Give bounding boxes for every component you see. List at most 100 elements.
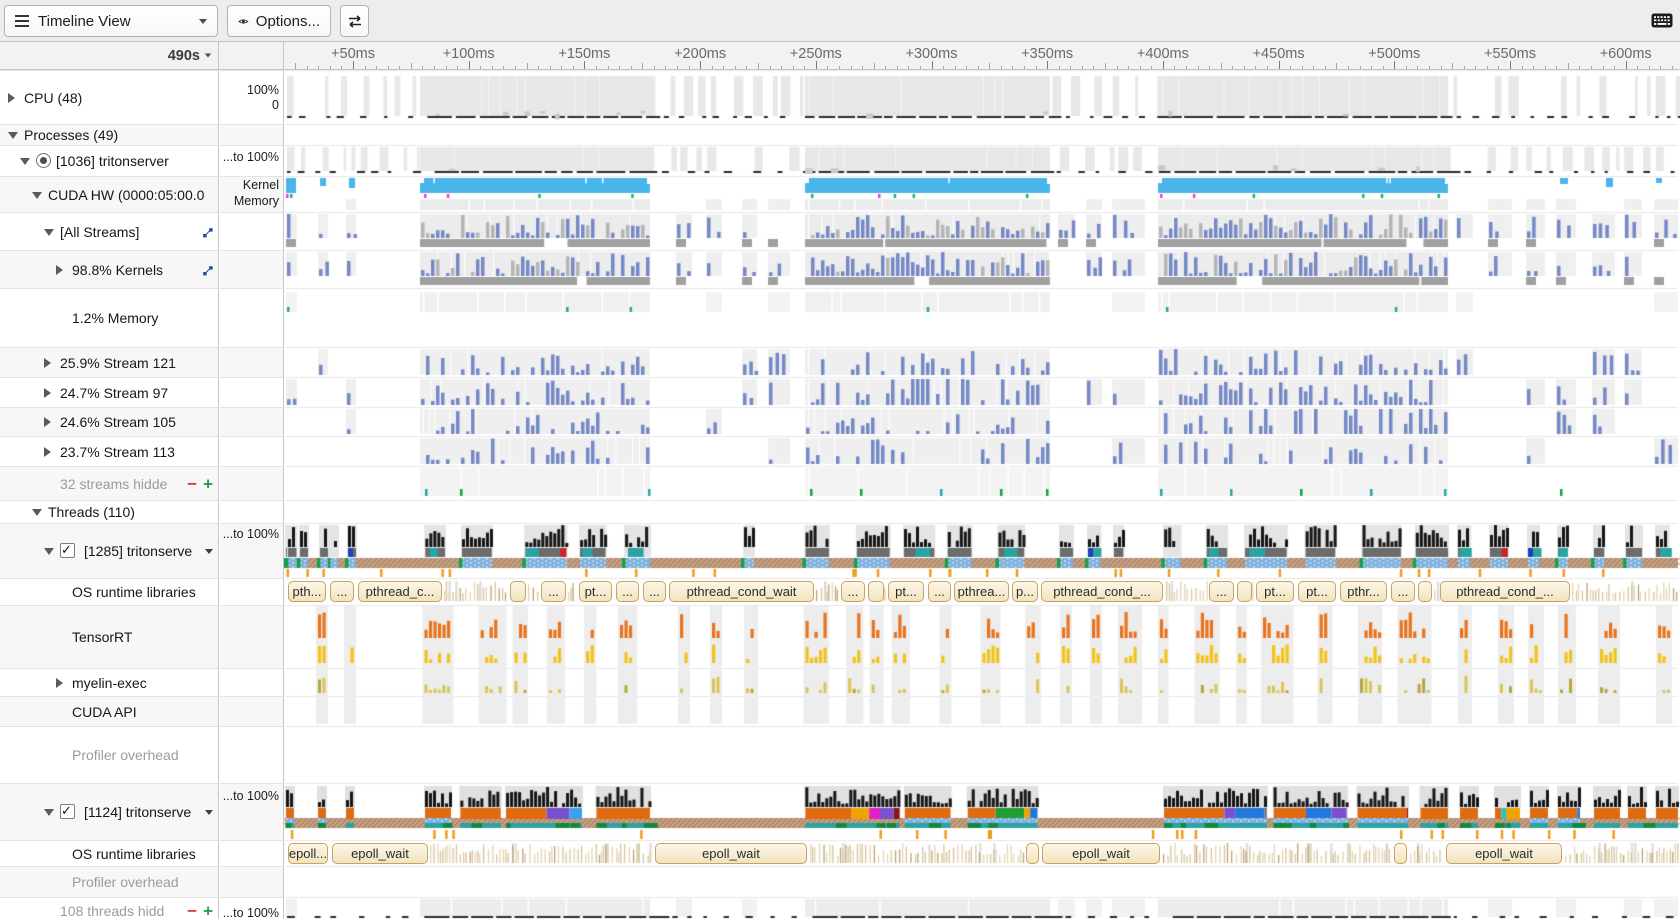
- os-event-block[interactable]: [510, 581, 526, 602]
- tree-row-cudaapi[interactable]: CUDA API: [0, 696, 219, 726]
- tree-row-t1285[interactable]: ✓ [1285] tritonserve: [0, 523, 219, 578]
- os-event-block[interactable]: ...: [841, 581, 865, 602]
- os-event-block[interactable]: ...: [928, 581, 951, 602]
- chart-link-icon[interactable]: [202, 264, 214, 282]
- tree-row-profiler1[interactable]: Profiler overhead: [0, 726, 219, 783]
- collapse-arrow-icon[interactable]: [8, 132, 18, 139]
- collapse-arrow-icon[interactable]: [32, 509, 42, 516]
- collapse-arrow-icon[interactable]: [32, 191, 42, 199]
- expand-arrow-icon[interactable]: [44, 446, 51, 457]
- tree-row-s113[interactable]: 23.7% Stream 113: [0, 436, 219, 466]
- timescale-selector[interactable]: 490s: [0, 42, 219, 69]
- os-event-block[interactable]: pthrea...: [954, 581, 1009, 602]
- tree-row-myelin[interactable]: myelin-exec: [0, 668, 219, 696]
- view-selector-button[interactable]: Timeline View: [4, 5, 218, 37]
- ruler-tick: [1463, 65, 1465, 69]
- show-rows-button[interactable]: +: [203, 901, 213, 919]
- ruler-time-label: +300ms: [905, 46, 958, 62]
- collapse-arrow-icon[interactable]: [44, 228, 54, 236]
- tree-row-osrt1[interactable]: OS runtime libraries: [0, 578, 219, 605]
- os-event-block[interactable]: [1394, 843, 1407, 864]
- os-event-block[interactable]: pthread_cond_...: [1440, 581, 1570, 602]
- os-event-block[interactable]: pt...: [579, 581, 612, 602]
- tree-row-streams_hidden[interactable]: 32 streams hidde − +: [0, 466, 219, 500]
- ruler-tick: [399, 65, 401, 69]
- tree-row-s105[interactable]: 24.6% Stream 105: [0, 407, 219, 436]
- os-event-block[interactable]: epoll_wait: [332, 843, 428, 864]
- thread-visible-checkbox[interactable]: ✓: [60, 803, 75, 819]
- tree-row-threads[interactable]: Threads (110): [0, 500, 219, 523]
- os-event-block[interactable]: pthread_cond_wait: [669, 581, 814, 602]
- os-event-label: epoll_wait: [1475, 846, 1533, 861]
- os-event-block[interactable]: ...: [541, 581, 566, 602]
- tree-row-tensorrt[interactable]: TensorRT: [0, 605, 219, 668]
- thread-options-caret[interactable]: [205, 810, 213, 815]
- show-rows-button[interactable]: +: [203, 474, 213, 493]
- thread-options-caret[interactable]: [205, 549, 213, 554]
- timeline-ruler[interactable]: 490s +50ms +100ms +150ms +200ms +250ms +300ms…: [0, 42, 1680, 70]
- os-event-block[interactable]: ...: [330, 581, 354, 602]
- tree-row-cpu[interactable]: CPU (48): [0, 70, 219, 124]
- options-button[interactable]: Options...: [227, 5, 331, 37]
- tree-row-t1124[interactable]: ✓ [1124] tritonserve: [0, 783, 219, 840]
- tree-row-profiler2[interactable]: Profiler overhead: [0, 866, 219, 897]
- tree-row-memory[interactable]: 1.2% Memory: [0, 288, 219, 347]
- ruler-tick: [341, 65, 343, 69]
- os-event-block[interactable]: epoll_wait: [1042, 843, 1160, 864]
- os-event-block[interactable]: [1026, 843, 1039, 864]
- chart-link-icon[interactable]: [202, 226, 214, 244]
- process-focus-radio[interactable]: [36, 153, 51, 168]
- tree-row-s97[interactable]: 24.7% Stream 97: [0, 377, 219, 407]
- scale-cell-threads_hidden: ...to 100%: [220, 897, 284, 919]
- expand-arrow-icon[interactable]: [56, 264, 63, 275]
- os-event-block[interactable]: pthread_cond_...: [1041, 581, 1163, 602]
- os-event-block[interactable]: ...: [643, 581, 666, 602]
- os-event-block[interactable]: epoll_wait: [655, 843, 807, 864]
- os-event-block[interactable]: ...: [616, 581, 639, 602]
- hide-rows-button[interactable]: −: [187, 474, 197, 493]
- os-event-block[interactable]: pt...: [888, 581, 924, 602]
- tree-row-allstreams[interactable]: [All Streams]: [0, 212, 219, 250]
- os-event-label: pthread_cond_wait: [686, 584, 797, 599]
- os-event-block[interactable]: pt...: [1298, 581, 1336, 602]
- tree-row-kernels[interactable]: 98.8% Kernels: [0, 250, 219, 288]
- collapse-arrow-icon[interactable]: [20, 158, 30, 165]
- tree-row-p1036[interactable]: [1036] tritonserver: [0, 145, 219, 176]
- collapse-arrow-icon[interactable]: [44, 809, 54, 816]
- ruler-tick: [815, 61, 817, 69]
- expand-arrow-icon[interactable]: [44, 357, 51, 368]
- ruler-tick: [734, 65, 736, 69]
- os-event-block[interactable]: ...: [1209, 581, 1234, 602]
- expand-arrow-icon[interactable]: [8, 92, 15, 103]
- ruler-tick: [376, 65, 378, 69]
- ruler-tick: [329, 65, 331, 69]
- hide-rows-button[interactable]: −: [187, 901, 197, 919]
- tree-row-osrt2[interactable]: OS runtime libraries: [0, 840, 219, 866]
- expand-arrow-icon[interactable]: [44, 387, 51, 398]
- ruler-tick: [642, 63, 644, 69]
- os-event-block[interactable]: pthr...: [1340, 581, 1387, 602]
- os-event-block[interactable]: pth...: [288, 581, 326, 602]
- os-event-block[interactable]: [1418, 581, 1432, 602]
- tree-row-s121[interactable]: 25.9% Stream 121: [0, 347, 219, 377]
- keyboard-icon[interactable]: [1651, 13, 1673, 33]
- os-event-block[interactable]: ...: [1391, 581, 1415, 602]
- tree-row-processes[interactable]: Processes (49): [0, 124, 219, 145]
- expand-arrow-icon[interactable]: [44, 417, 51, 427]
- os-event-block[interactable]: p...: [1012, 581, 1038, 602]
- os-event-block[interactable]: pt...: [1256, 581, 1294, 602]
- os-event-block[interactable]: pthread_c...: [358, 581, 442, 602]
- collapse-arrow-icon[interactable]: [44, 548, 54, 555]
- os-event-block[interactable]: epoll_wait: [1446, 843, 1562, 864]
- os-event-block[interactable]: epoll...: [288, 843, 328, 864]
- ruler-tick: [595, 65, 597, 69]
- tree-row-cudahw[interactable]: CUDA HW (0000:05:00.0: [0, 176, 219, 212]
- tree-row-label: 24.7% Stream 97: [60, 384, 169, 401]
- os-event-block[interactable]: [1237, 581, 1252, 602]
- expand-arrow-icon[interactable]: [56, 677, 63, 688]
- tree-row-threads_hidden[interactable]: 108 threads hidd − +: [0, 897, 219, 919]
- scale-cell-t1285: ...to 100%: [220, 523, 284, 578]
- os-event-block[interactable]: [868, 581, 884, 602]
- thread-visible-checkbox[interactable]: ✓: [60, 542, 75, 558]
- swap-rows-button[interactable]: [340, 5, 369, 37]
